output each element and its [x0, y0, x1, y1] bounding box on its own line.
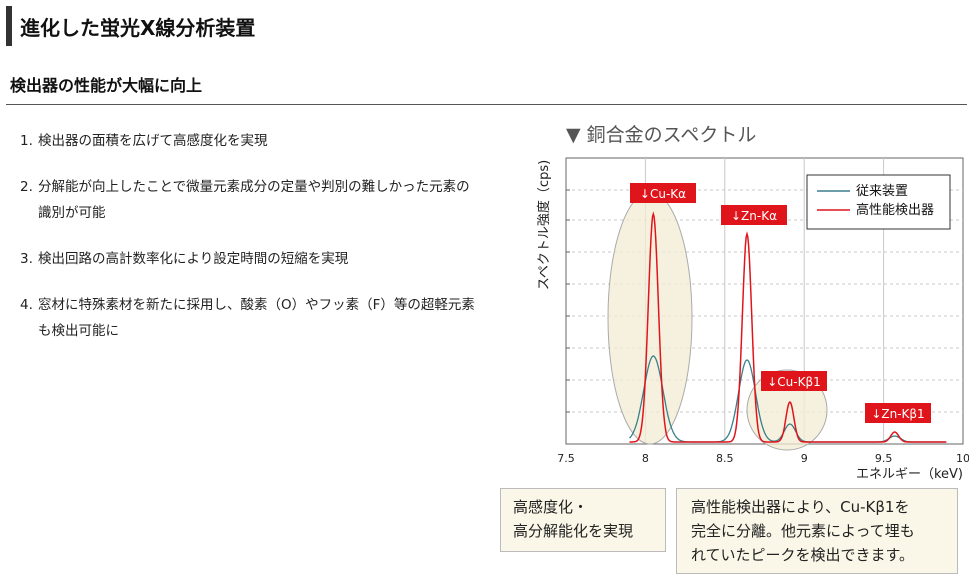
x-axis-label: エネルギー（keV) [856, 467, 963, 482]
peak-label-box [865, 403, 931, 423]
callout-line: れていたピークを検出できます。 [691, 546, 915, 564]
series-line-conventional [629, 355, 947, 443]
feature-number: 3. [20, 251, 33, 267]
x-tick-label: 8.5 [716, 452, 734, 465]
feature-text: 検出回路の高計数率化により設定時間の短縮を実現 [38, 251, 349, 267]
x-tick-label: 7.5 [557, 452, 575, 465]
peak-label-box [630, 183, 696, 203]
x-tick-label: 10 [956, 452, 969, 465]
feature-text: 検出器の面積を広げて高感度化を実現 [38, 133, 268, 149]
feature-number: 1. [20, 133, 33, 149]
callout-line: 高性能検出器により、Cu-Kβ1を [691, 498, 910, 516]
page-title: 進化した蛍光X線分析装置 [20, 16, 256, 40]
x-tick-label: 9.5 [875, 452, 893, 465]
feature-text: 分解能が向上したことで微量元素成分の定量や判別の難しかった元素の識別が可能 [38, 179, 470, 221]
peak-label-box [721, 205, 787, 225]
callout-line: 完全に分離。他元素によって埋も [691, 522, 915, 540]
peak-label-text: ↓Zn-Kβ1 [871, 407, 924, 421]
peak-label: ↓Zn-Kα [721, 205, 787, 225]
peak-label-text: ↓Cu-Kα [640, 187, 686, 201]
feature-number: 2. [20, 179, 33, 195]
legend-label: 従来装置 [856, 184, 908, 199]
peak-label-text: ↓Cu-Kβ1 [767, 375, 821, 389]
y-axis-label: スペクトル強度（cps) [536, 160, 552, 290]
series-line-high-performance [629, 211, 947, 443]
chart-title: ▼ 銅合金のスペクトル [566, 124, 757, 146]
feature-list: 1. 検出器の面積を広げて高感度化を実現 2. 分解能が向上したことで微量元素成分の… [20, 128, 480, 364]
feature-item: 3. 検出回路の高計数率化により設定時間の短縮を実現 [20, 246, 480, 272]
x-tick-label: 9 [801, 452, 808, 465]
callout-line: 高分解能化を実現 [513, 522, 634, 540]
section-heading: 検出器の性能が大幅に向上 [10, 76, 203, 95]
feature-text: 窓材に特殊素材を新たに採用し、酸素（O）やフッ素（F）等の超軽元素も検出可能に [38, 297, 475, 339]
feature-item: 2. 分解能が向上したことで微量元素成分の定量や判別の難しかった元素の識別が可能 [20, 174, 480, 226]
callout-sensitivity: 高感度化・ 高分解能化を実現 [500, 488, 666, 552]
legend-label: 高性能検出器 [856, 202, 934, 218]
peak-label-text: ↓Zn-Kα [731, 209, 777, 223]
highlight-ellipse [607, 191, 693, 445]
feature-number: 4. [20, 297, 33, 313]
section-divider [6, 104, 967, 105]
peak-label: ↓Cu-Kα [630, 183, 696, 203]
feature-item: 4. 窓材に特殊素材を新たに採用し、酸素（O）やフッ素（F）等の超軽元素も検出可能… [20, 292, 480, 344]
title-accent-bar [6, 6, 12, 46]
peak-label: ↓Zn-Kβ1 [865, 403, 931, 423]
peak-label-box [761, 371, 827, 391]
legend-box [806, 174, 951, 230]
x-tick-label: 8 [642, 452, 649, 465]
callout-line: 高感度化・ [513, 498, 589, 516]
peak-label: ↓Cu-Kβ1 [761, 371, 827, 391]
callout-separation: 高性能検出器により、Cu-Kβ1を 完全に分離。他元素によって埋も れていたピー… [676, 488, 958, 574]
feature-item: 1. 検出器の面積を広げて高感度化を実現 [20, 128, 480, 154]
